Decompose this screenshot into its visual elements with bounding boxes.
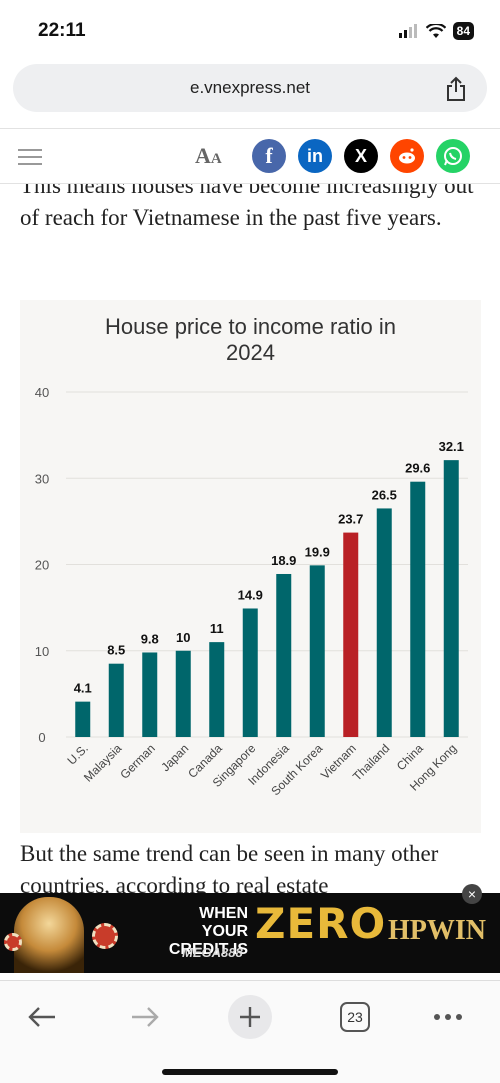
data-label: 11: [210, 621, 224, 636]
text-size-button[interactable]: AA: [195, 143, 222, 169]
ad-model-image: [14, 897, 84, 973]
tabs-button[interactable]: 23: [338, 997, 372, 1037]
ad-brand: MEGA888: [182, 945, 243, 960]
y-tick-label: 30: [35, 471, 49, 486]
ad-zero-text: ZERO: [255, 899, 387, 948]
ad-close-button[interactable]: ×: [462, 884, 482, 904]
bar-vietnam: [343, 532, 359, 737]
bar-singapore: [242, 608, 258, 737]
x-icon[interactable]: X: [344, 139, 378, 173]
status-bar: 22:11 84: [0, 0, 500, 58]
bar-china: [410, 481, 426, 737]
x-tick-label: German: [117, 741, 158, 782]
site-toolbar: AA f in X: [0, 128, 500, 184]
x-tick-label: Thailand: [350, 741, 392, 783]
bar-chart: 0102030404.1U.S.8.5Malaysia9.8German10Ja…: [35, 385, 468, 798]
url-text[interactable]: e.vnexpress.net: [189, 78, 310, 97]
data-label: 18.9: [271, 553, 296, 568]
bar-canada: [209, 642, 225, 737]
bar-indonesia: [276, 573, 292, 737]
data-label: 14.9: [238, 587, 263, 602]
y-tick-label: 10: [35, 644, 49, 659]
ad-logo: HPWIN: [388, 915, 486, 946]
ad-headline: WHEN YOUR CREDIT IS: [150, 905, 248, 959]
x-tick-label: Malaysia: [81, 741, 125, 785]
data-label: 26.5: [372, 487, 397, 502]
status-time: 22:11: [38, 20, 86, 41]
text-size-small: A: [210, 151, 222, 167]
y-tick-label: 20: [35, 558, 49, 573]
data-label: 23.7: [338, 512, 363, 527]
status-icons: 84: [398, 22, 474, 40]
browser-bottom-toolbar: 23: [0, 980, 500, 1083]
ad-chip-image: [92, 923, 118, 949]
battery-indicator: 84: [452, 22, 474, 40]
plus-icon: [240, 1007, 260, 1027]
data-label: 10: [176, 630, 190, 645]
bar-german: [142, 652, 158, 737]
bar-thailand: [376, 508, 392, 737]
article-paragraph-after: But the same trend can be seen in many o…: [20, 841, 439, 898]
bar-u-s-: [75, 701, 91, 737]
x-tick-label: U.S.: [64, 741, 90, 767]
data-label: 8.5: [107, 643, 125, 658]
data-label: 4.1: [74, 681, 92, 696]
reddit-icon[interactable]: [390, 139, 424, 173]
y-tick-label: 40: [35, 385, 49, 400]
more-button[interactable]: [428, 997, 468, 1037]
back-arrow-icon: [28, 1007, 55, 1027]
data-label: 32.1: [439, 439, 464, 454]
more-icon: [434, 1014, 462, 1020]
ad-headline-line2: CREDIT IS: [168, 941, 248, 958]
share-icon[interactable]: [445, 76, 467, 102]
bar-malaysia: [108, 663, 124, 737]
data-label: 9.8: [141, 631, 159, 646]
bar-south-korea: [309, 565, 325, 737]
chart-figure: House price to income ratio in 2024 0 10 2…: [20, 300, 481, 833]
bar-japan: [175, 650, 191, 737]
home-indicator: [162, 1069, 338, 1075]
forward-button[interactable]: [125, 997, 165, 1037]
ad-chip-image: [4, 933, 22, 951]
menu-icon[interactable]: [18, 149, 42, 170]
data-label: 29.6: [405, 461, 430, 476]
ad-headline-line1: WHEN YOUR: [199, 905, 248, 940]
address-bar[interactable]: e.vnexpress.net: [13, 64, 487, 112]
facebook-icon[interactable]: f: [252, 139, 286, 173]
forward-arrow-icon: [132, 1007, 159, 1027]
signal-icon: [398, 24, 417, 38]
wifi-icon: [425, 23, 446, 38]
bar-hong-kong: [443, 460, 459, 737]
ad-banner[interactable]: WHEN YOUR CREDIT IS ZERO MEGA888 HPWIN: [0, 893, 500, 973]
back-button[interactable]: [22, 997, 62, 1037]
linkedin-icon[interactable]: in: [298, 139, 332, 173]
text-size-large: A: [195, 143, 211, 168]
data-label: 19.9: [305, 544, 330, 559]
new-tab-button[interactable]: [228, 995, 272, 1039]
whatsapp-icon[interactable]: [436, 139, 470, 173]
chart-title: House price to income ratio in 2024: [104, 314, 397, 365]
y-tick-label: 0: [38, 730, 45, 745]
tabs-count: 23: [340, 1002, 370, 1032]
